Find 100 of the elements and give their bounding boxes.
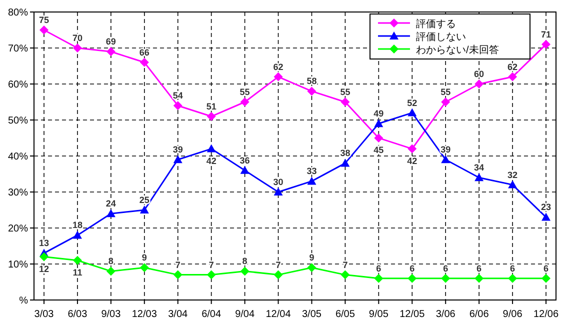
data-label: 9 xyxy=(309,252,314,263)
point xyxy=(374,134,384,142)
data-label: 69 xyxy=(106,36,116,47)
x-tick-label: 9/05 xyxy=(368,309,389,320)
data-label: 36 xyxy=(240,155,250,166)
legend-label: 評価しない xyxy=(416,31,466,43)
y-tick-label: 60% xyxy=(8,80,28,90)
point xyxy=(474,274,484,283)
data-label: 45 xyxy=(374,145,384,155)
data-label: 55 xyxy=(240,87,250,97)
point xyxy=(240,98,250,106)
data-label: 6 xyxy=(410,263,415,274)
data-label: 32 xyxy=(508,170,518,180)
point xyxy=(441,155,450,164)
point xyxy=(374,274,384,283)
point xyxy=(340,270,350,280)
point xyxy=(106,47,116,56)
y-tick-label: 10% xyxy=(8,260,28,270)
data-label: 6 xyxy=(443,263,448,274)
data-label: 52 xyxy=(407,98,418,108)
point xyxy=(240,166,250,174)
data-label: 51 xyxy=(206,101,216,112)
x-tick-label: 12/04 xyxy=(266,309,292,320)
data-label: 71 xyxy=(540,29,552,40)
y-tick-label: 50% xyxy=(8,116,28,126)
point xyxy=(206,270,216,280)
point xyxy=(72,44,82,52)
point xyxy=(274,270,283,280)
point xyxy=(173,270,182,280)
data-label: 25 xyxy=(139,195,150,205)
point xyxy=(408,108,417,116)
data-label: 12 xyxy=(38,264,50,274)
point xyxy=(508,72,518,82)
data-label: 34 xyxy=(474,162,484,173)
x-tick-label: 3/06 xyxy=(436,309,456,320)
x-tick-label: 3/03 xyxy=(34,309,54,320)
x-tick-label: 3/05 xyxy=(302,309,322,320)
data-label: 54 xyxy=(172,90,183,101)
data-label: 60 xyxy=(474,69,484,79)
data-label: 8 xyxy=(108,256,114,266)
y-tick-label: 70% xyxy=(8,44,28,54)
point xyxy=(140,206,149,214)
point xyxy=(140,58,149,67)
point xyxy=(307,176,316,185)
legend-label: わからない/未回答 xyxy=(416,44,499,56)
x-tick-label: 9/06 xyxy=(502,309,523,320)
data-label: 6 xyxy=(510,263,516,274)
point xyxy=(307,263,316,272)
x-tick-label: 12/03 xyxy=(132,309,158,320)
point xyxy=(408,274,417,283)
data-label: 7 xyxy=(276,260,281,270)
y-tick-label: % xyxy=(19,296,28,306)
point xyxy=(374,119,384,128)
data-label: 39 xyxy=(172,144,183,155)
data-label: 11 xyxy=(72,267,82,278)
data-label: 62 xyxy=(508,62,518,72)
data-label: 49 xyxy=(374,108,384,119)
point xyxy=(274,72,283,82)
point xyxy=(441,274,450,283)
data-label: 55 xyxy=(440,87,451,97)
legend-label: 評価する xyxy=(416,18,456,30)
data-label: 13 xyxy=(38,238,50,248)
x-tick-label: 9/03 xyxy=(101,309,122,320)
data-label: 75 xyxy=(38,15,50,25)
point xyxy=(206,144,216,152)
x-tick-label: 12/06 xyxy=(533,309,559,320)
point xyxy=(307,86,316,96)
point xyxy=(508,180,518,188)
data-label: 42 xyxy=(206,156,216,166)
point xyxy=(408,144,417,154)
data-label: 6 xyxy=(476,263,482,274)
point xyxy=(72,256,82,265)
x-tick-label: 9/04 xyxy=(235,309,255,320)
x-tick-label: 12/05 xyxy=(400,309,426,320)
x-tick-label: 6/04 xyxy=(202,309,222,320)
point xyxy=(240,266,250,276)
point xyxy=(140,263,149,272)
y-tick-label: 20% xyxy=(8,224,28,234)
x-tick-label: 6/05 xyxy=(335,309,356,320)
point xyxy=(106,266,116,276)
point xyxy=(173,155,182,164)
point xyxy=(72,230,82,239)
point xyxy=(173,101,182,110)
data-label: 70 xyxy=(72,33,82,43)
point xyxy=(340,158,350,167)
point xyxy=(40,252,48,262)
point xyxy=(542,274,550,283)
point xyxy=(542,40,550,49)
data-label: 66 xyxy=(139,47,150,58)
y-tick-label: 40% xyxy=(8,152,28,162)
data-label: 30 xyxy=(273,177,284,187)
point xyxy=(274,188,283,196)
point xyxy=(40,26,48,34)
data-label: 42 xyxy=(407,156,418,166)
y-tick-label: 30% xyxy=(8,188,28,198)
data-label: 24 xyxy=(106,198,116,209)
data-label: 33 xyxy=(306,166,317,176)
data-label: 39 xyxy=(440,144,451,155)
data-label: 18 xyxy=(72,220,82,230)
point xyxy=(340,98,350,106)
